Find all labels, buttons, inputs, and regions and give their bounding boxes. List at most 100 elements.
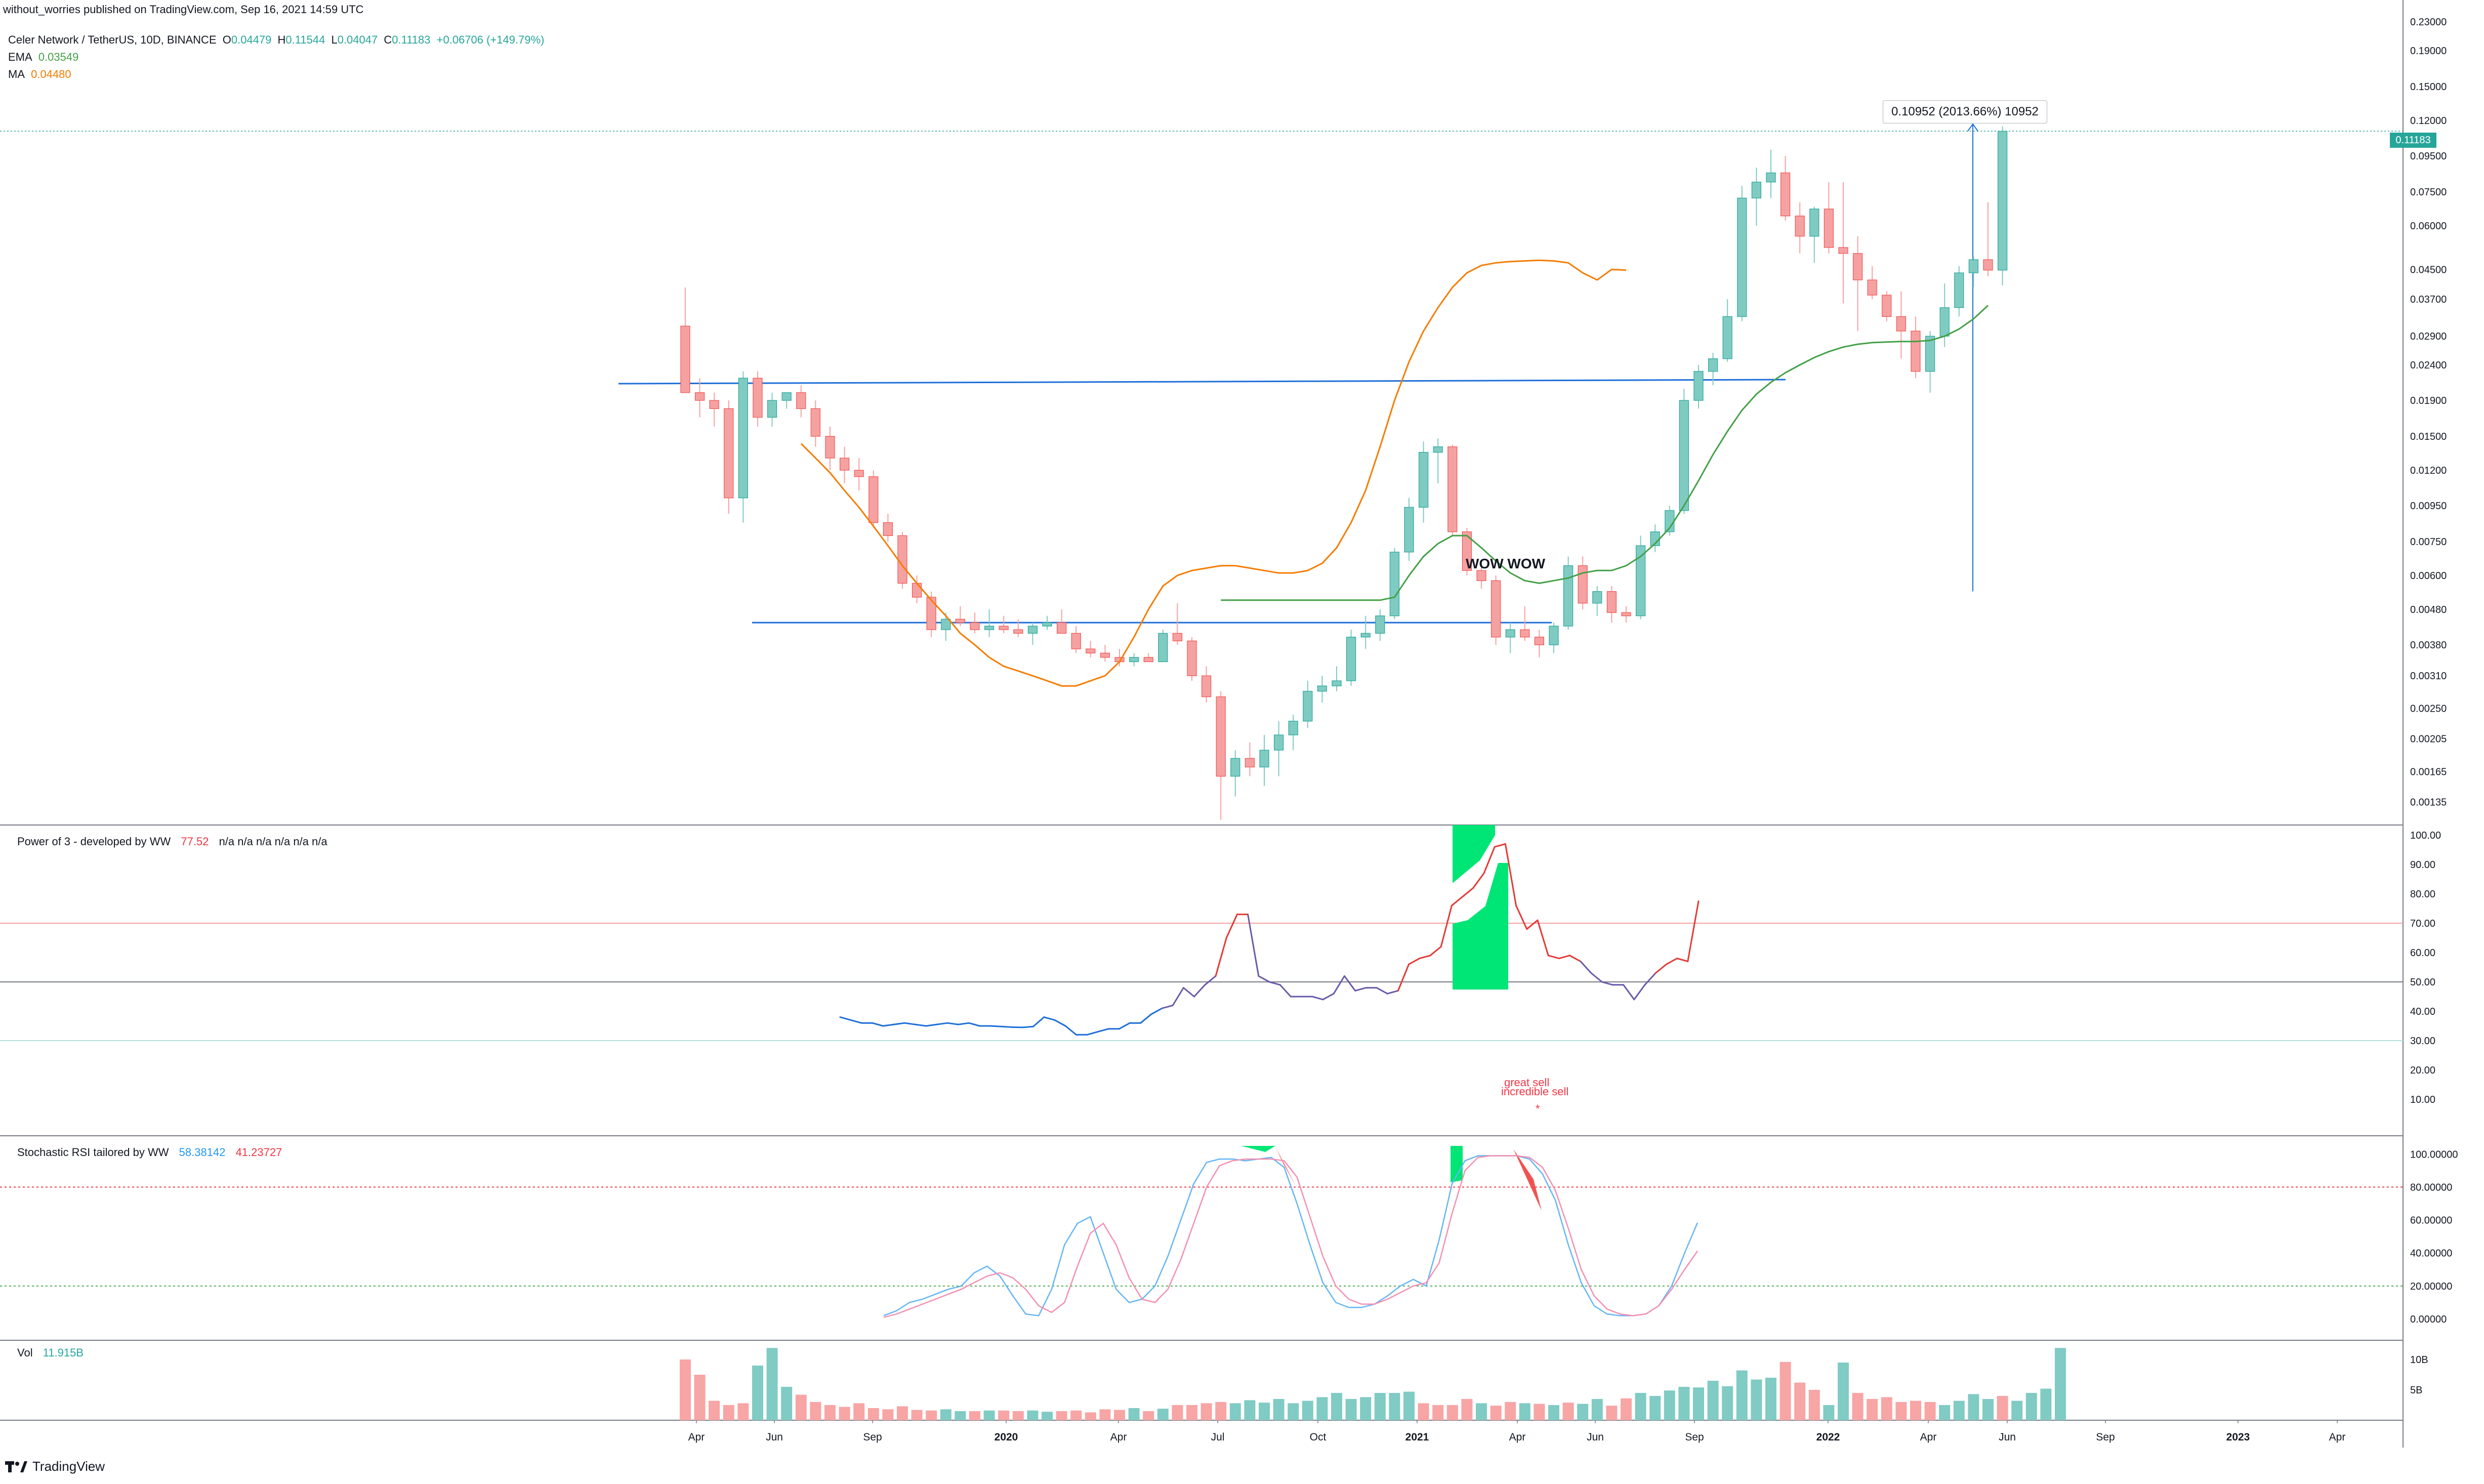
power-line-seg-20: [1043, 1016, 1056, 1021]
candle-body-75: [1766, 172, 1776, 183]
vol-bar-22: [998, 1410, 1010, 1420]
power-line-seg-7: [903, 1022, 916, 1025]
candle-body-57: [1505, 629, 1515, 638]
vol-bar-76: [1779, 1362, 1791, 1420]
candle-body-22: [999, 626, 1009, 630]
candle-body-59: [1534, 637, 1544, 645]
power-line-seg-77: [1654, 963, 1667, 974]
power-line-seg-48: [1343, 975, 1356, 992]
vol-bar-12: [853, 1403, 865, 1420]
power-line-seg-12: [957, 1022, 970, 1025]
candle-body-76: [1781, 172, 1791, 217]
price-tick-15: 0.00750: [2410, 537, 2447, 548]
power-line-seg-9: [925, 1023, 938, 1027]
candle-body-81: [1853, 253, 1863, 280]
vol-bar-91: [1997, 1396, 2008, 1420]
power-line-seg-51: [1376, 987, 1388, 995]
vol-bar-66: [1635, 1393, 1646, 1420]
candle-body-27: [1071, 633, 1081, 649]
vol-bar-82: [1867, 1399, 1878, 1420]
candle-body-89: [1968, 259, 1978, 273]
power-green-zone-0: [1453, 825, 1495, 883]
vol-bar-31: [1128, 1408, 1140, 1420]
vol-bar-13: [867, 1408, 879, 1420]
time-tick-3: 2020: [995, 1431, 1018, 1443]
time-tick-13: Jun: [1999, 1431, 2016, 1443]
power-line-seg-47: [1333, 975, 1345, 995]
power-line-seg-59: [1462, 887, 1474, 898]
power-tick-5: 50.00: [2410, 977, 2435, 988]
time-tick-14: Sep: [2096, 1431, 2115, 1443]
candle-body-6: [767, 400, 777, 418]
stoch-green-fill-0: [1241, 1146, 1275, 1152]
vol-bar-4: [737, 1403, 749, 1420]
price-tick-22: 0.00165: [2410, 766, 2447, 777]
vol-bar-41: [1273, 1399, 1285, 1420]
ohlc-close: 0.11183: [392, 33, 431, 46]
candle-body-10: [825, 436, 835, 459]
power-line-seg-34: [1193, 984, 1206, 998]
candle-body-31: [1129, 657, 1139, 663]
time-tick-11: 2022: [1816, 1431, 1840, 1443]
candle-body-18: [941, 619, 951, 630]
candle-body-14: [883, 522, 893, 536]
vol-bar-40: [1259, 1403, 1270, 1420]
vol-bar-61: [1562, 1403, 1574, 1420]
candle-body-2: [709, 400, 719, 409]
power-line-seg-78: [1665, 958, 1678, 965]
vol-bar-0: [680, 1359, 691, 1420]
power-line-seg-49: [1354, 987, 1367, 992]
power-line-seg-40: [1258, 975, 1270, 983]
price-tick-17: 0.00480: [2410, 604, 2447, 615]
vol-bar-27: [1070, 1410, 1082, 1420]
candle-body-15: [897, 535, 907, 584]
power-tick-1: 90.00: [2410, 859, 2435, 871]
vol-bar-10: [824, 1405, 836, 1420]
vol-bar-14: [882, 1409, 894, 1420]
candle-body-53: [1447, 446, 1458, 532]
vol-bar-42: [1288, 1403, 1299, 1420]
power-tick-7: 30.00: [2410, 1036, 2435, 1047]
candle-body-7: [781, 392, 792, 401]
vol-bar-18: [940, 1409, 951, 1420]
vol-bar-73: [1736, 1370, 1748, 1420]
vol-bar-43: [1302, 1400, 1313, 1420]
ohlc-open-label: O: [222, 33, 231, 46]
power-line-seg-24: [1086, 1031, 1099, 1036]
vol-bar-62: [1577, 1404, 1589, 1420]
power-line-seg-63: [1504, 843, 1517, 906]
power-legend: Power of 3 - developed by WW 77.52 n/a n…: [17, 835, 327, 848]
time-tick-16: Apr: [2329, 1431, 2346, 1443]
power-line-seg-21: [1054, 1019, 1066, 1027]
time-tick-7: 2021: [1405, 1431, 1429, 1443]
candle-body-20: [970, 622, 980, 630]
price-tick-14: 0.00950: [2410, 501, 2447, 512]
price-tick-2: 0.15000: [2410, 81, 2447, 93]
price-tick-6: 0.06000: [2410, 221, 2447, 232]
vol-bar-21: [983, 1410, 995, 1420]
power-line-seg-19: [1032, 1016, 1045, 1027]
candle-body-41: [1274, 734, 1284, 751]
power-line-seg-62: [1494, 843, 1506, 848]
candle-body-91: [1998, 131, 2008, 271]
vol-value: 11.915B: [43, 1346, 84, 1359]
power-line-seg-36: [1215, 937, 1227, 977]
tradingview-brand[interactable]: TradingView: [5, 1459, 105, 1474]
power-tick-2: 80.00: [2410, 889, 2435, 900]
tradingview-logo-icon: [5, 1461, 27, 1472]
symbol-title: Celer Network / TetherUS, 10D, BINANCE: [8, 33, 217, 46]
price-tick-18: 0.00380: [2410, 640, 2447, 651]
vol-bar-90: [1982, 1399, 1994, 1420]
candle-body-55: [1476, 570, 1486, 581]
time-tick-5: Jul: [1211, 1431, 1225, 1443]
vol-bar-89: [1968, 1394, 1979, 1420]
vol-bar-92: [2011, 1400, 2023, 1420]
vol-bar-58: [1519, 1403, 1530, 1420]
stoch-red-fill-0: [1275, 1147, 1296, 1185]
time-tick-9: Jun: [1587, 1431, 1604, 1443]
power-line-seg-31: [1161, 1004, 1174, 1009]
candle-body-9: [810, 408, 821, 437]
power-line-seg-57: [1440, 904, 1453, 947]
vol-bar-28: [1085, 1412, 1096, 1420]
power-line-seg-42: [1279, 984, 1292, 998]
